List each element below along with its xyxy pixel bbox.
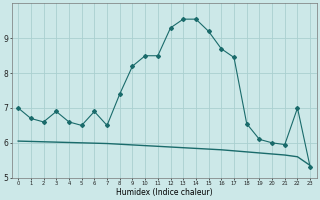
X-axis label: Humidex (Indice chaleur): Humidex (Indice chaleur): [116, 188, 212, 197]
